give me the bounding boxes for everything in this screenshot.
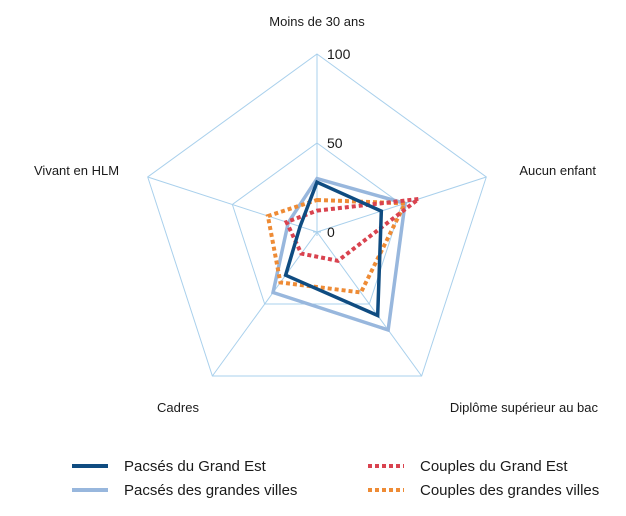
tick-label-100: 100: [327, 46, 351, 62]
series-pacses-des-grandes-villes: [271, 176, 407, 333]
legend-label-couples-des-grandes-villes: Couples des grandes villes: [420, 482, 599, 499]
spoke-vivant-en-hlm: [147, 176, 318, 233]
axis-label-moins-de-30-ans: Moins de 30 ans: [269, 14, 365, 29]
legend-label-pacses-des-grandes-villes: Pacsés des grandes villes: [124, 482, 297, 499]
tick-label-0: 0: [327, 224, 335, 240]
axis-label-aucun-enfant: Aucun enfant: [519, 163, 596, 178]
spoke-cadres: [211, 231, 318, 377]
chart-legend: Pacsés du Grand Est Pacsés des grandes vi…: [72, 458, 599, 499]
radar-tick-labels: 0 50 100: [327, 46, 351, 240]
axis-label-diplome-superieur-au-bac: Diplôme supérieur au bac: [450, 400, 599, 415]
spoke-diplome-superieur-au-bac: [316, 231, 423, 377]
legend-label-couples-du-grand-est: Couples du Grand Est: [420, 458, 568, 475]
series-couples-des-grandes-villes: [265, 197, 409, 295]
legend-label-pacses-du-grand-est: Pacsés du Grand Est: [124, 458, 267, 475]
axis-label-vivant-en-hlm: Vivant en HLM: [34, 163, 119, 178]
series-couples-du-grand-est: [283, 196, 426, 263]
grid-ring-100: [147, 53, 487, 377]
axis-label-cadres: Cadres: [157, 400, 199, 415]
radar-grid: [147, 53, 487, 377]
radar-spokes: [147, 54, 487, 377]
tick-label-50: 50: [327, 135, 343, 151]
grid-ring-50: [231, 142, 403, 305]
radar-axis-labels: Moins de 30 ans Aucun enfant Diplôme supér…: [34, 14, 598, 415]
radar-series: [265, 176, 426, 333]
center-marker: [313, 228, 321, 236]
series-pacses-du-grand-est: [283, 179, 384, 319]
